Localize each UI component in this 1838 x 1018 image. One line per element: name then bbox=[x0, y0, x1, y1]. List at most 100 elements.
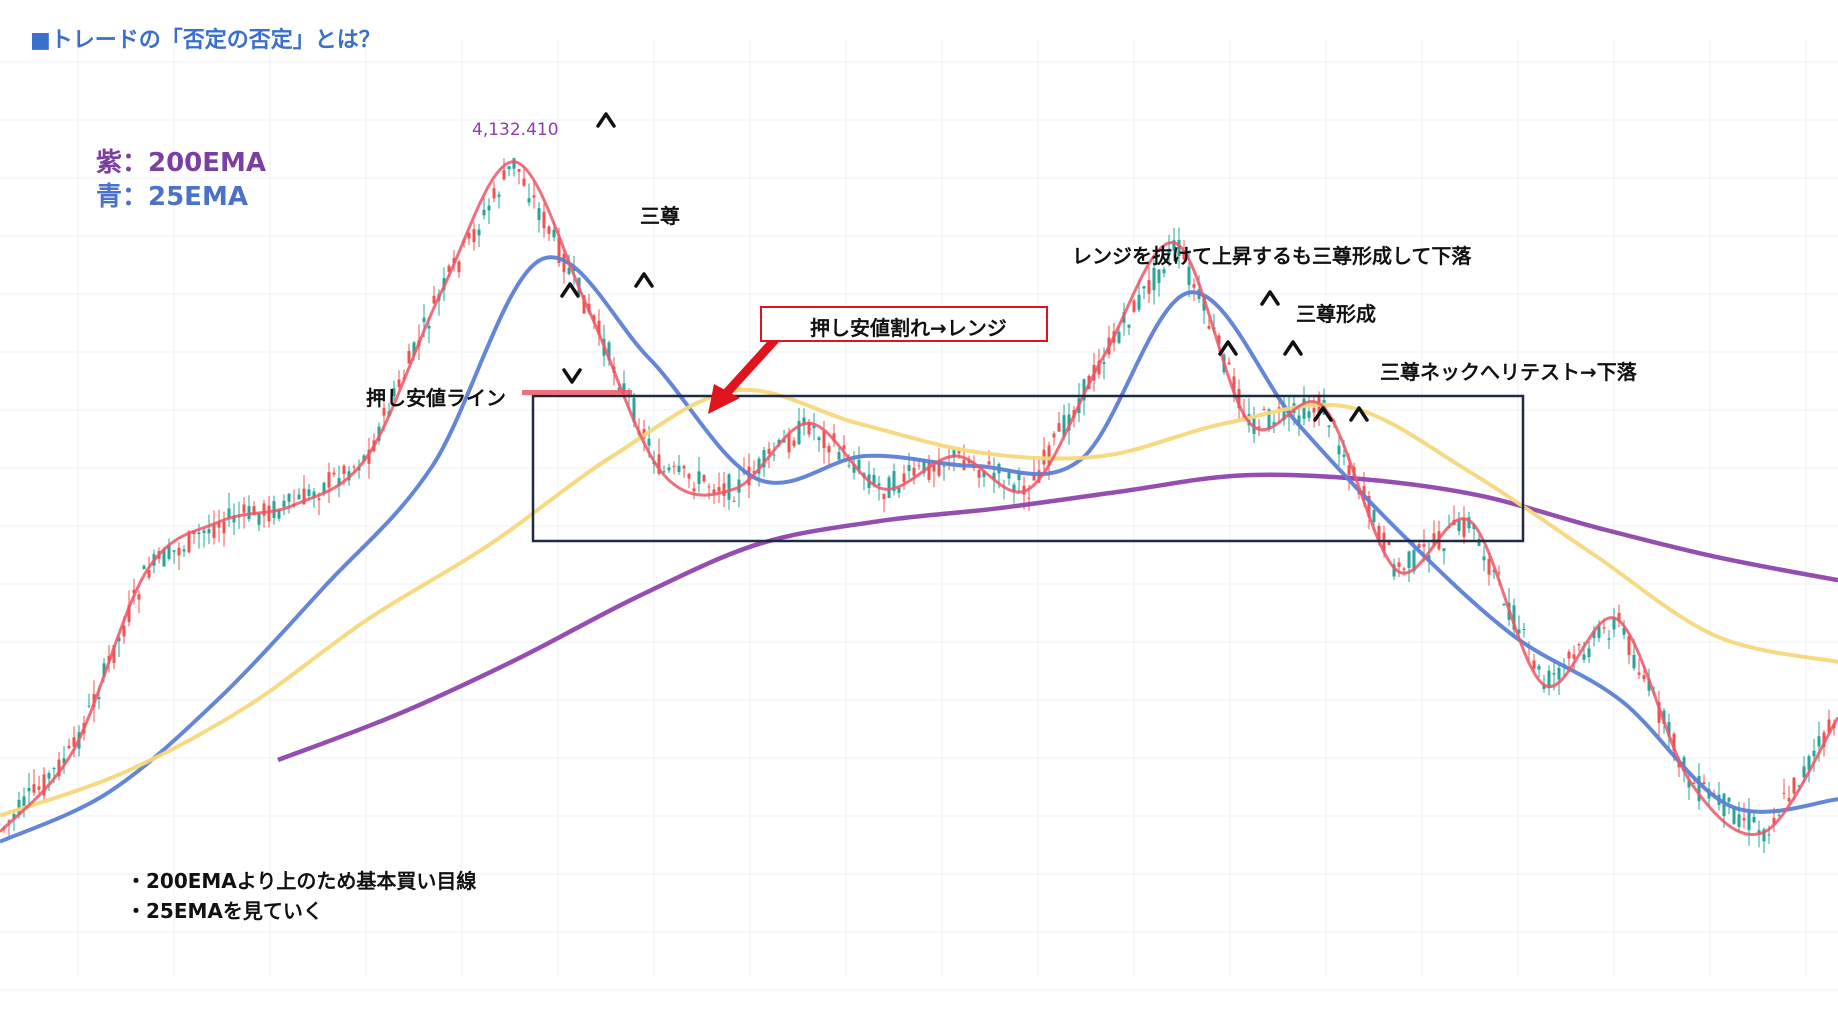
candle-body bbox=[1012, 484, 1016, 492]
candle-body bbox=[1192, 284, 1196, 288]
candle-body bbox=[1137, 294, 1141, 310]
candle-body bbox=[382, 407, 386, 416]
candle-body bbox=[812, 425, 816, 429]
candle-body bbox=[1612, 617, 1616, 630]
candle-body bbox=[137, 594, 141, 600]
candle-body bbox=[1327, 425, 1331, 428]
candle-body bbox=[472, 229, 476, 243]
annotation-support-break: 押し安値割れ→レンジ bbox=[810, 316, 1007, 340]
candle-body bbox=[797, 421, 801, 445]
candle-body bbox=[557, 237, 561, 263]
candlesticks bbox=[2, 157, 1836, 853]
candle-body bbox=[1387, 540, 1391, 545]
legend: 紫：200EMA 青：25EMA bbox=[96, 146, 266, 214]
candle-body bbox=[1747, 812, 1751, 831]
candle-body bbox=[1367, 496, 1371, 518]
candle-body bbox=[1462, 517, 1466, 537]
candle-body bbox=[97, 697, 101, 699]
candle-body bbox=[1522, 629, 1526, 631]
candle-body bbox=[72, 737, 76, 747]
candle-body bbox=[1552, 673, 1556, 675]
candle-body bbox=[147, 570, 151, 578]
candle-body bbox=[327, 472, 331, 488]
candle-body bbox=[1807, 756, 1811, 770]
notes: ・200EMAより上のため基本買い目線 ・25EMAを見ていく bbox=[126, 866, 476, 926]
candle-body bbox=[1227, 362, 1231, 365]
candle-body bbox=[1792, 777, 1796, 794]
annotation-box bbox=[760, 306, 1048, 342]
candle-body bbox=[597, 320, 601, 335]
candle-body bbox=[1182, 252, 1186, 260]
candle-body bbox=[1822, 732, 1826, 747]
candle-body bbox=[302, 488, 306, 505]
candle-body bbox=[232, 515, 236, 523]
candle-body bbox=[1757, 830, 1761, 834]
peak-marker bbox=[1218, 340, 1238, 356]
candle-body bbox=[1582, 654, 1586, 660]
candle-body bbox=[567, 267, 571, 274]
candle-body bbox=[1457, 519, 1461, 532]
candle-body bbox=[1617, 612, 1621, 622]
candle-body bbox=[1402, 568, 1406, 570]
candle-body bbox=[407, 350, 411, 364]
candle-body bbox=[112, 645, 116, 664]
page-title: ■トレードの「否定の否定」とは？ bbox=[30, 28, 381, 53]
candle-body bbox=[312, 491, 316, 498]
candle-body bbox=[1152, 267, 1156, 291]
annotation-support-line: 押し安値ライン bbox=[366, 386, 506, 410]
candle-body bbox=[497, 194, 501, 197]
candle-body bbox=[1782, 792, 1786, 794]
candle-body bbox=[317, 498, 321, 501]
candle-body bbox=[952, 449, 956, 458]
candle-body bbox=[1547, 670, 1551, 689]
candle-body bbox=[252, 506, 256, 515]
candle-body bbox=[1132, 300, 1136, 312]
candle-body bbox=[727, 474, 731, 500]
candle-body bbox=[1657, 702, 1661, 723]
candle-body bbox=[1587, 648, 1591, 658]
candle-body bbox=[1147, 280, 1151, 294]
candle-body bbox=[807, 421, 811, 435]
candle-body bbox=[1372, 510, 1376, 522]
candle-body bbox=[827, 445, 831, 453]
candle-body bbox=[817, 437, 821, 441]
range-box bbox=[531, 394, 1525, 543]
candle-body bbox=[172, 550, 176, 552]
candle-body bbox=[427, 325, 431, 329]
candle-body bbox=[852, 463, 856, 473]
peak-marker bbox=[1313, 406, 1333, 422]
candle-body bbox=[1737, 814, 1741, 827]
candle-body bbox=[1642, 675, 1646, 680]
candle-body bbox=[37, 786, 41, 790]
candle-body bbox=[1597, 626, 1601, 638]
candle-body bbox=[722, 483, 726, 496]
candle-body bbox=[1307, 411, 1311, 418]
candle-body bbox=[1377, 525, 1381, 542]
candle-body bbox=[482, 209, 486, 216]
candle-body bbox=[1727, 797, 1731, 802]
candle-body bbox=[1027, 497, 1031, 499]
candle-body bbox=[1102, 362, 1106, 365]
candle-body bbox=[1517, 629, 1521, 634]
candle-body bbox=[1692, 782, 1696, 784]
price-label: 4,132.410 bbox=[472, 120, 559, 140]
candle-body bbox=[202, 530, 206, 534]
candle-body bbox=[1572, 654, 1576, 659]
candle-body bbox=[527, 198, 531, 203]
candle-body bbox=[1702, 782, 1706, 785]
candle-body bbox=[492, 188, 496, 199]
candle-body bbox=[1627, 635, 1631, 655]
candle-body bbox=[992, 472, 996, 480]
peak-marker bbox=[560, 282, 580, 298]
candle-body bbox=[117, 637, 121, 642]
candle-body bbox=[647, 438, 651, 446]
candle-body bbox=[1567, 651, 1571, 659]
candle-body bbox=[957, 450, 961, 454]
candle-body bbox=[362, 455, 366, 462]
candle-body bbox=[352, 466, 356, 468]
candle-body bbox=[67, 745, 71, 749]
candle-body bbox=[242, 504, 246, 513]
candle-body bbox=[212, 524, 216, 538]
candle-body bbox=[927, 461, 931, 480]
candle-body bbox=[207, 529, 211, 534]
